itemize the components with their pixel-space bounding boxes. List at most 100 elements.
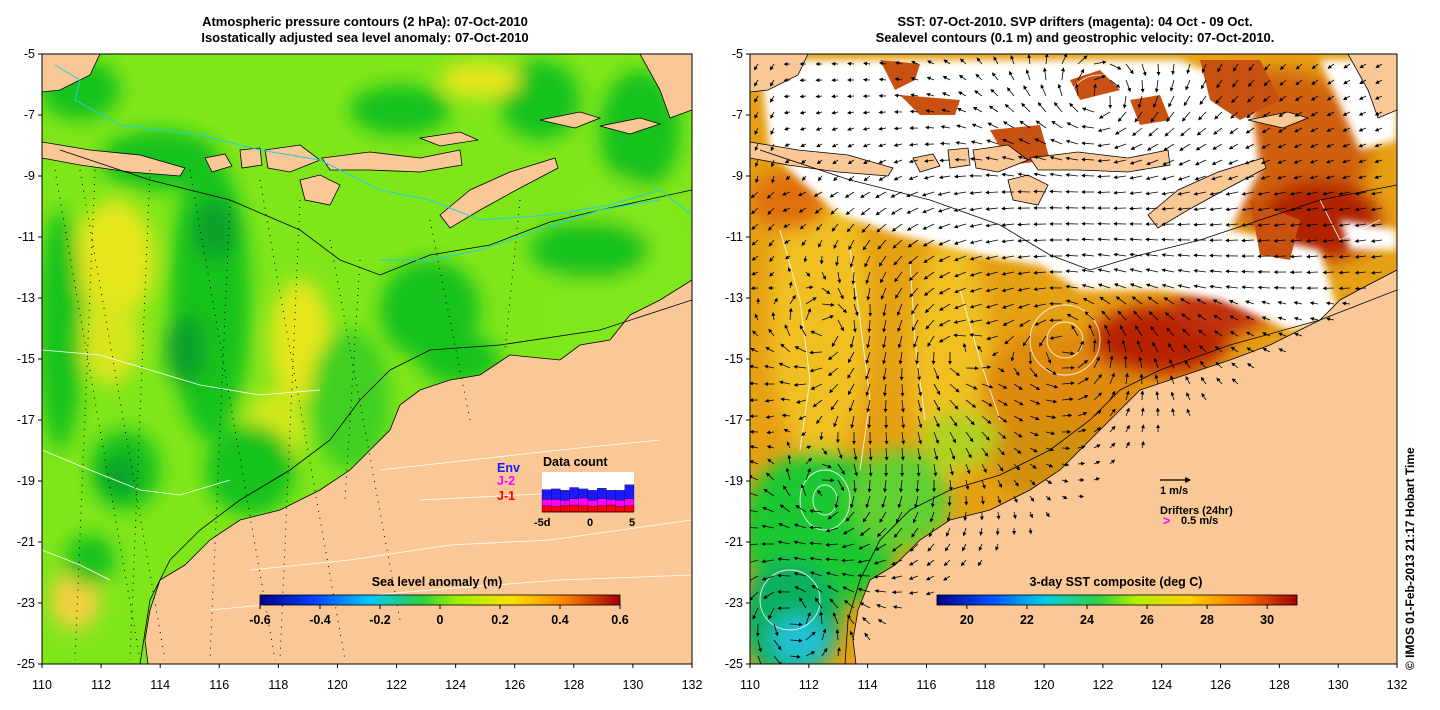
velocity-arrow [1338, 254, 1351, 259]
velocity-arrow [1273, 254, 1287, 259]
velocity-arrow [1358, 111, 1367, 116]
velocity-arrow [1045, 511, 1050, 518]
inset-bar-env [569, 487, 579, 499]
right-x-axis: 110 112 114 116 118 120 122 124 126 128 130 132 [740, 664, 1407, 692]
velocity-arrow [1065, 253, 1079, 258]
velocity-arrow [986, 335, 999, 341]
left-y-tick-label: -13 [17, 291, 35, 305]
velocity-arrow [769, 271, 775, 277]
velocity-arrow [1177, 268, 1191, 273]
velocity-arrow [1209, 191, 1223, 196]
velocity-arrow [1141, 63, 1147, 77]
velocity-arrow [1001, 172, 1015, 177]
left-y-tick-label: -11 [18, 230, 35, 244]
sla-map [42, 54, 692, 664]
left-x-axis: 110 112 114 116 118 120 122 124 126 128 130 132 [32, 664, 702, 692]
velocity-arrow [985, 287, 999, 293]
velocity-arrow [917, 399, 923, 413]
velocity-arrow [847, 127, 855, 131]
velocity-arrow [767, 458, 775, 465]
velocity-arrow [1278, 127, 1287, 133]
velocity-arrow [763, 488, 775, 497]
velocity-arrow [1013, 495, 1018, 503]
velocity-arrow [1289, 207, 1303, 212]
velocity-arrow [821, 271, 826, 281]
right-y-tick-label: -13 [725, 291, 743, 305]
velocity-scale-label: 1 m/s [1160, 485, 1188, 497]
velocity-arrow [1065, 299, 1079, 305]
right-x-tick-label: 124 [1151, 678, 1172, 692]
velocity-arrow [793, 382, 807, 387]
velocity-arrow [1231, 378, 1239, 385]
velocity-arrow [1354, 286, 1367, 291]
velocity-arrow [1326, 143, 1335, 148]
right-y-tick-label: -25 [725, 657, 743, 671]
velocity-arrow [1002, 319, 1015, 326]
velocity-arrow [1025, 69, 1031, 81]
velocity-arrow [1338, 223, 1351, 228]
velocity-arrow [1042, 67, 1047, 81]
velocity-arrow [795, 504, 807, 513]
velocity-arrow [929, 511, 935, 523]
velocity-arrow [1113, 175, 1127, 180]
velocity-arrow [1231, 95, 1239, 104]
velocity-arrow [1209, 284, 1223, 289]
velocity-arrow [785, 467, 791, 481]
velocity-arrow [1326, 127, 1335, 132]
sla-colorbar-tick-label: 0.4 [551, 613, 568, 627]
velocity-arrow [827, 511, 839, 520]
velocity-arrow [995, 543, 999, 551]
velocity-arrow [1109, 425, 1116, 433]
velocity-arrow [857, 559, 871, 564]
velocity-arrow [765, 414, 775, 419]
velocity-arrow [848, 239, 855, 251]
velocity-arrow [754, 313, 759, 321]
velocity-arrow [1327, 79, 1335, 85]
velocity-arrow [1370, 207, 1383, 212]
velocity-arrow [925, 591, 935, 596]
copyright-text: © IMOS 01-Feb-2013 21:17 Hobart Time [1403, 447, 1417, 670]
velocity-arrow [897, 495, 903, 509]
velocity-arrow [1171, 407, 1176, 417]
velocity-arrow [1338, 191, 1351, 196]
velocity-arrow [882, 383, 887, 397]
sla-colorbar-tick-label: -0.6 [249, 613, 271, 627]
velocity-arrow [1152, 341, 1159, 353]
velocity-arrow [809, 556, 823, 561]
velocity-arrow [857, 587, 871, 593]
inset-bar-env [624, 484, 635, 499]
velocity-arrow [1232, 79, 1239, 88]
velocity-arrow [1306, 223, 1319, 228]
velocity-arrow [1244, 159, 1255, 165]
velocity-arrow [981, 479, 986, 490]
left-x-tick-label: 118 [268, 678, 288, 692]
velocity-arrow [779, 380, 791, 385]
velocity-arrow [1262, 111, 1271, 118]
inset-bar-j2 [578, 497, 589, 506]
velocity-arrow [1341, 301, 1351, 306]
left-x-tick-label: 128 [563, 678, 584, 692]
velocity-arrow [882, 303, 887, 317]
velocity-arrow [1001, 271, 1015, 276]
velocity-arrow [837, 271, 842, 284]
velocity-arrow [874, 589, 887, 594]
velocity-arrow [1028, 351, 1033, 365]
velocity-arrow [1093, 477, 1101, 482]
velocity-arrow [841, 543, 855, 549]
velocity-arrow [1358, 95, 1367, 100]
velocity-arrow [1229, 315, 1239, 321]
velocity-arrow [751, 271, 759, 276]
left-x-tick-label: 112 [91, 678, 111, 692]
velocity-arrow [969, 287, 983, 293]
velocity-arrow [1322, 270, 1335, 275]
velocity-arrow [831, 110, 839, 115]
velocity-arrow [832, 612, 839, 625]
velocity-arrow [956, 124, 967, 129]
velocity-arrow [908, 255, 919, 265]
sla-colorbar-ticks: -0.6 -0.4 -0.2 0 0.2 0.4 0.6 [249, 605, 629, 627]
sla-colorbar-label: Sea level anomaly (m) [372, 575, 503, 589]
velocity-arrow [1354, 238, 1367, 243]
velocity-arrow [878, 77, 887, 82]
velocity-arrow [1017, 172, 1031, 177]
velocity-arrow [933, 399, 941, 412]
